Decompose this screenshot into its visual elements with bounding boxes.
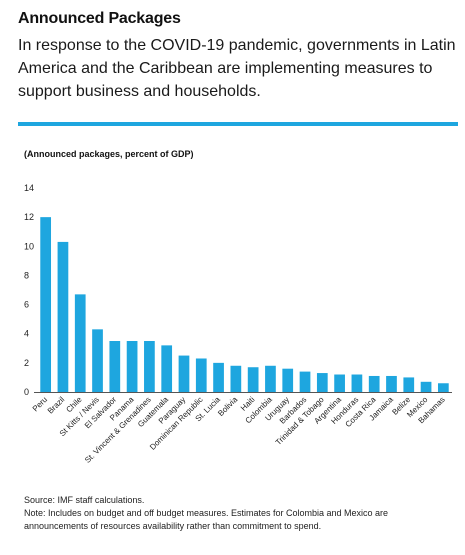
bar — [74, 294, 86, 392]
bar — [403, 377, 415, 392]
bar — [351, 374, 363, 392]
y-tick-label: 8 — [24, 270, 29, 280]
bar — [386, 375, 397, 392]
source-note: Source: IMF staff calculations. — [24, 495, 145, 505]
y-tick-label: 14 — [24, 183, 34, 193]
bar — [368, 375, 380, 392]
y-tick-label: 12 — [24, 212, 34, 222]
bars — [40, 217, 449, 392]
bar — [161, 345, 173, 392]
bar — [126, 341, 138, 392]
y-tick-label: 0 — [24, 387, 29, 397]
y-tick-label: 10 — [24, 241, 34, 251]
bar — [316, 373, 328, 392]
bar — [265, 365, 276, 392]
bar — [299, 371, 311, 392]
footer: Source: IMF staff calculations. Note: In… — [24, 494, 449, 533]
y-tick-label: 2 — [24, 358, 29, 368]
bar — [178, 355, 190, 392]
y-axis-ticks: 0 2 4 6 8 10 12 14 — [24, 183, 34, 397]
bar — [40, 217, 52, 392]
x-tick-label: Brazil — [46, 395, 67, 416]
bar — [213, 362, 224, 392]
bar — [92, 329, 103, 392]
bar — [230, 365, 242, 392]
bar — [334, 374, 345, 392]
y-tick-label: 4 — [24, 329, 29, 339]
bar — [247, 367, 259, 392]
footnote: Note: Includes on budget and off budget … — [24, 508, 389, 531]
bar — [144, 341, 155, 392]
bar — [282, 368, 294, 392]
x-tick-label: Bolivia — [216, 395, 239, 418]
bar — [437, 383, 449, 392]
headline: Announced Packages — [18, 10, 181, 27]
subtitle: In response to the COVID-19 pandemic, go… — [18, 37, 456, 100]
bar — [420, 381, 432, 392]
bar — [57, 241, 69, 392]
y-tick-label: 6 — [24, 300, 29, 310]
bar — [109, 341, 121, 392]
accent-rule — [18, 122, 458, 126]
chart-title: (Announced packages, percent of GDP) — [24, 149, 194, 159]
bar — [195, 358, 207, 392]
